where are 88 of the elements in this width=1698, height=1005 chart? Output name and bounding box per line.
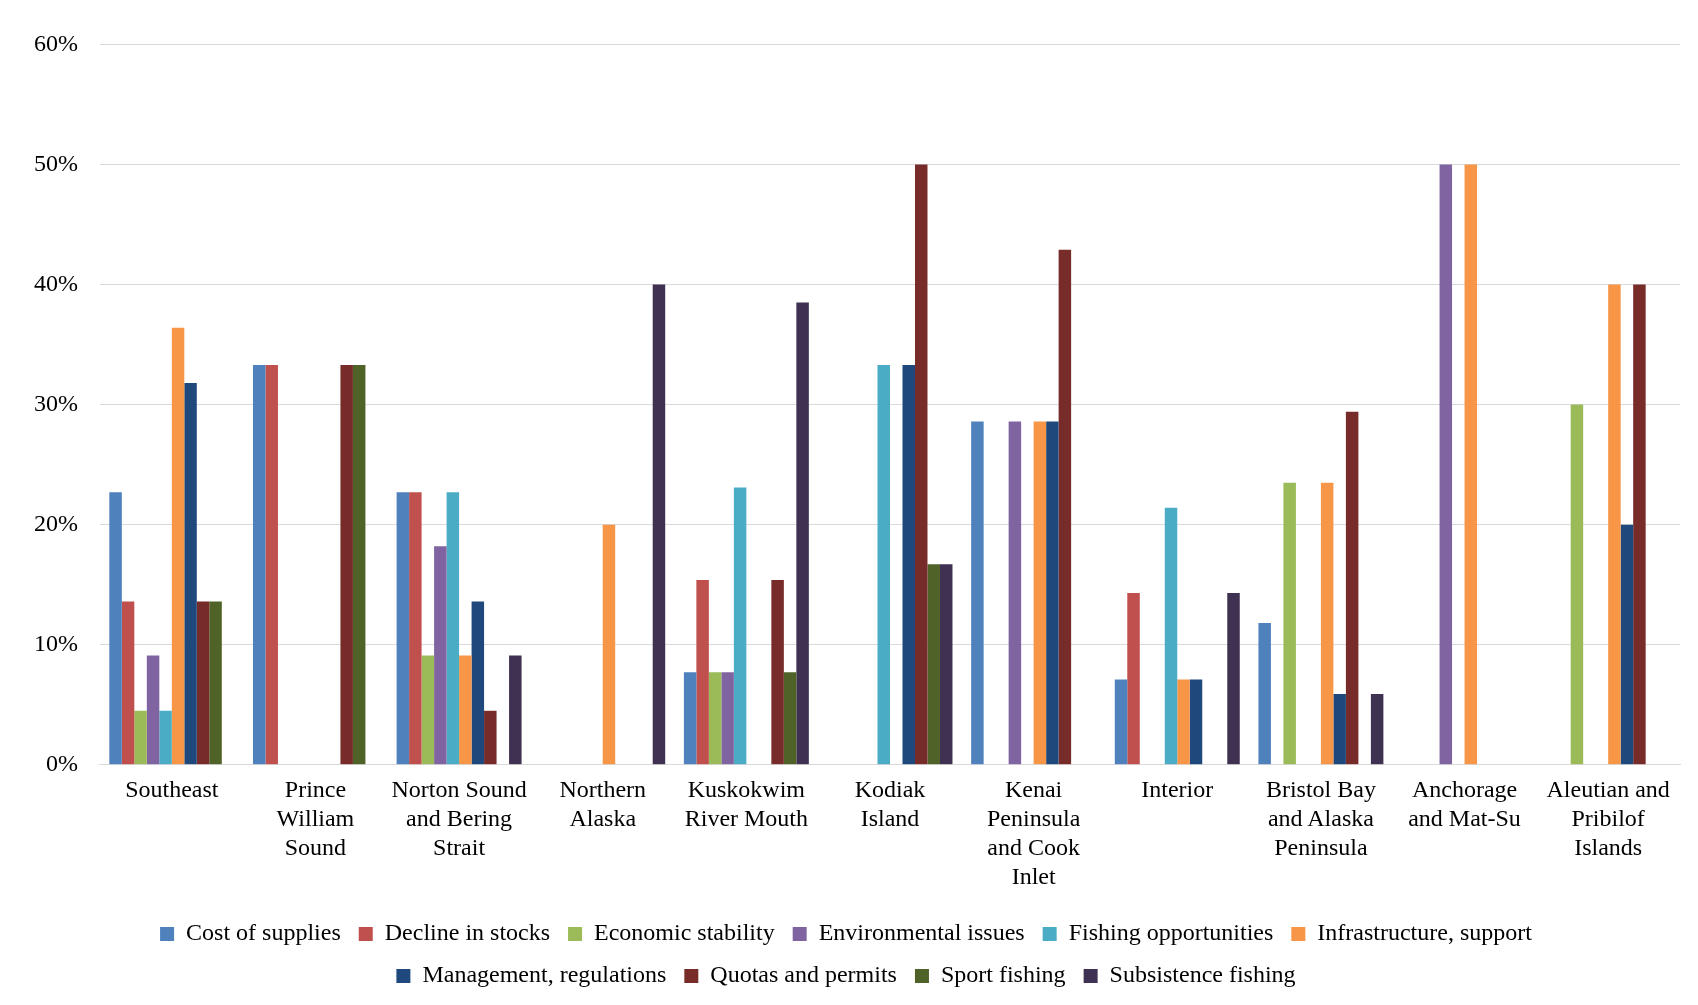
bar xyxy=(252,364,266,765)
x-tick-label: Kenai Peninsula and Cook Inlet xyxy=(986,776,1081,889)
bar xyxy=(471,601,485,765)
bar xyxy=(1177,679,1190,765)
bar xyxy=(721,672,734,765)
bar xyxy=(434,546,447,765)
bar xyxy=(340,364,353,765)
bar xyxy=(396,492,410,765)
bar xyxy=(509,655,522,765)
bar xyxy=(146,655,160,765)
bar xyxy=(683,672,697,765)
bar xyxy=(652,284,666,765)
bar xyxy=(484,710,497,765)
bar xyxy=(1283,482,1296,765)
bar xyxy=(696,579,709,765)
y-tick-label: 50% xyxy=(33,149,78,176)
bar xyxy=(939,564,953,765)
bar xyxy=(1227,593,1240,765)
bar xyxy=(1033,421,1047,765)
legend-label: Management, regulations xyxy=(422,961,667,988)
bar xyxy=(902,364,915,765)
bar xyxy=(1189,679,1203,765)
bar xyxy=(209,601,222,765)
bar xyxy=(409,492,422,765)
legend-label: Decline in stocks xyxy=(384,919,551,946)
bar xyxy=(1008,421,1022,765)
x-tick-label: Southeast xyxy=(125,776,219,803)
bar xyxy=(459,655,472,765)
bar xyxy=(971,421,984,765)
bar xyxy=(1464,164,1478,765)
x-tick-label: Norton Sound and Bering Strait xyxy=(391,776,527,861)
legend-label: Subsistence fishing xyxy=(1109,961,1296,988)
x-tick-label: Kuskokwim River Mouth xyxy=(684,776,809,832)
legend-label: Sport fishing xyxy=(940,961,1066,988)
bar xyxy=(421,655,435,765)
legend-label: Economic stability xyxy=(594,919,775,946)
x-tick-label: Anchorage and Mat-Su xyxy=(1408,776,1521,832)
legend-label: Cost of supplies xyxy=(186,919,341,946)
x-tick-label: Kodiak Island xyxy=(854,776,926,832)
y-tick-label: 20% xyxy=(33,509,78,536)
bar xyxy=(914,164,928,765)
legend-label: Infrastructure, support xyxy=(1317,919,1533,946)
bar xyxy=(1570,404,1584,765)
bar xyxy=(783,672,797,765)
legend-label: Quotas and permits xyxy=(710,961,897,988)
bar xyxy=(1333,693,1346,765)
y-tick-label: 10% xyxy=(33,630,78,657)
bar xyxy=(1164,507,1178,765)
bar xyxy=(184,382,197,765)
bar xyxy=(265,364,278,765)
x-tick-label: Interior xyxy=(1141,776,1214,803)
bar xyxy=(121,601,135,765)
bar xyxy=(1345,411,1359,765)
bar xyxy=(1620,524,1634,765)
bar xyxy=(1633,284,1646,765)
bar xyxy=(877,364,890,765)
bar xyxy=(1058,249,1072,765)
bar xyxy=(171,327,185,765)
bar xyxy=(1608,284,1621,765)
x-tick-label: Bristol Bay and Alaska Peninsula xyxy=(1265,776,1376,861)
bar xyxy=(1439,164,1453,765)
bar xyxy=(927,564,940,765)
y-tick-label: 0% xyxy=(45,750,78,777)
bar xyxy=(733,487,747,765)
bar xyxy=(1127,593,1140,765)
legend-label: Fishing opportunities xyxy=(1068,919,1274,946)
x-tick-label: Northern Alaska xyxy=(559,776,647,832)
bar xyxy=(196,601,210,765)
bar xyxy=(134,710,147,765)
bar xyxy=(708,672,722,765)
bar xyxy=(352,364,366,765)
bar xyxy=(1114,679,1128,765)
bar xyxy=(446,492,460,765)
bar xyxy=(1046,421,1059,765)
bar xyxy=(1258,623,1271,765)
y-tick-label: 30% xyxy=(33,389,78,416)
y-tick-label: 60% xyxy=(33,29,78,56)
legend-label: Environmental issues xyxy=(818,919,1025,946)
bar xyxy=(602,524,616,765)
bar xyxy=(796,302,809,765)
bar xyxy=(771,579,784,765)
bar xyxy=(109,492,122,765)
bar xyxy=(159,710,172,765)
bar xyxy=(1370,693,1384,765)
y-tick-label: 40% xyxy=(33,269,78,296)
x-tick-label: Prince William Sound xyxy=(276,776,355,861)
bar xyxy=(1320,482,1334,765)
x-tick-label: Aleutian and Pribilof Islands xyxy=(1546,776,1670,861)
